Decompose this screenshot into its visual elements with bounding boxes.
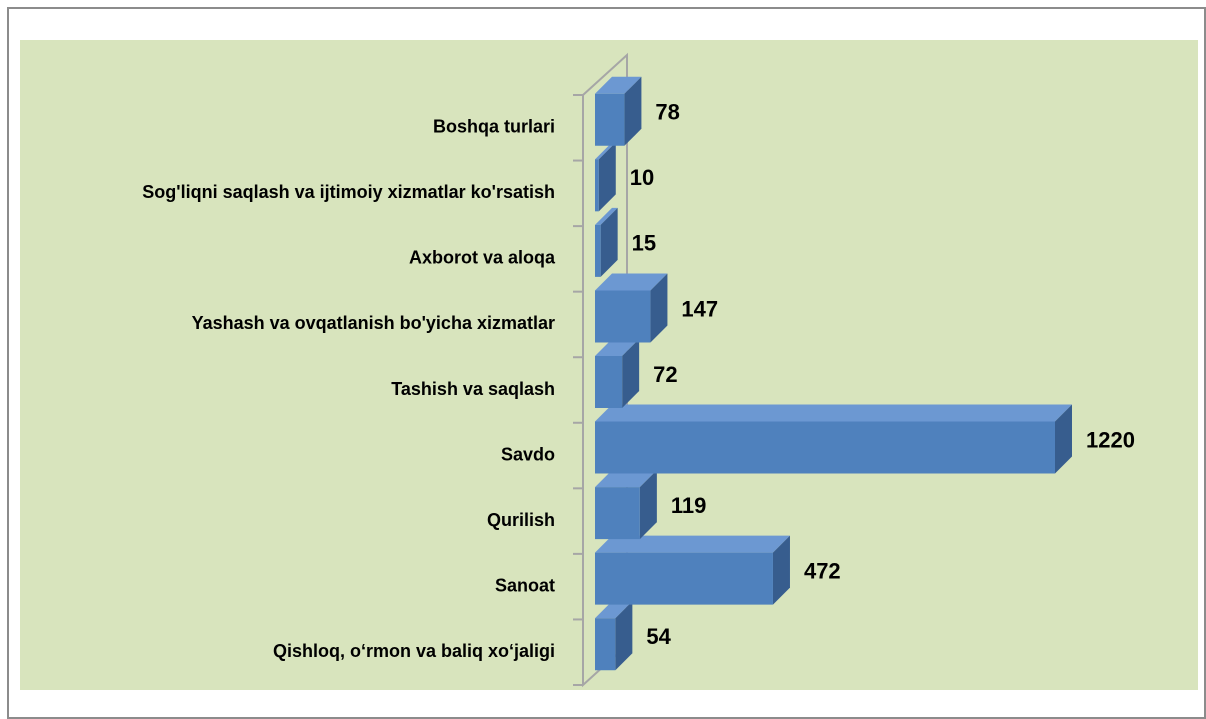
value-label: 54 — [646, 624, 671, 649]
category-label: Sog'liqni saqlash va ijtimoiy xizmatlar … — [142, 182, 555, 202]
bar-face — [650, 273, 668, 343]
bar — [595, 404, 1072, 474]
bar — [595, 207, 618, 277]
bar-face — [624, 76, 642, 146]
bar-face — [595, 76, 642, 94]
bar-face — [595, 224, 601, 277]
bar-face — [595, 207, 618, 225]
category-label: Axborot va aloqa — [409, 248, 556, 268]
bar-face — [595, 618, 616, 671]
bar-face — [595, 552, 773, 605]
category-label: Tashish va saqlash — [391, 379, 555, 399]
bar — [595, 601, 633, 671]
bar-face — [595, 159, 599, 212]
bar-face — [598, 142, 616, 212]
value-label: 72 — [653, 362, 677, 387]
bar-face — [595, 273, 668, 291]
bar-face — [595, 290, 651, 343]
bar-face — [615, 601, 633, 671]
bar-face — [600, 207, 618, 277]
bar-face — [595, 470, 657, 488]
bar — [595, 470, 657, 540]
bar-face — [595, 356, 623, 408]
bar-face — [595, 142, 616, 160]
bar-face — [595, 339, 640, 356]
category-label: Yashash va ovqatlanish bo'yicha xizmatla… — [192, 313, 555, 333]
value-label: 10 — [630, 165, 654, 190]
bar — [595, 76, 642, 146]
category-label: Savdo — [501, 444, 555, 464]
bar-face — [595, 487, 640, 540]
bar — [595, 273, 668, 343]
bar-face — [595, 421, 1055, 474]
value-label: 119 — [671, 493, 707, 518]
value-label: 78 — [655, 100, 679, 125]
bar-face — [595, 93, 625, 146]
bar — [595, 339, 640, 408]
category-label: Boshqa turlari — [433, 117, 555, 137]
bar-face — [595, 601, 633, 619]
category-label: Sanoat — [495, 575, 555, 595]
value-label: 147 — [681, 296, 718, 321]
bar — [595, 142, 616, 212]
category-label: Qurilish — [487, 510, 555, 530]
category-label: Qishloq, o‘rmon va baliq xo‘jaligi — [273, 641, 555, 661]
bar-face — [595, 535, 790, 553]
bar-face — [1055, 404, 1072, 474]
bar — [595, 535, 790, 605]
bar-face — [622, 339, 640, 408]
bar-face — [639, 470, 657, 540]
bar-face — [595, 404, 1072, 422]
value-label: 1220 — [1086, 427, 1135, 452]
value-label: 15 — [632, 231, 656, 256]
value-label: 472 — [804, 558, 841, 583]
bar-face — [772, 535, 790, 605]
